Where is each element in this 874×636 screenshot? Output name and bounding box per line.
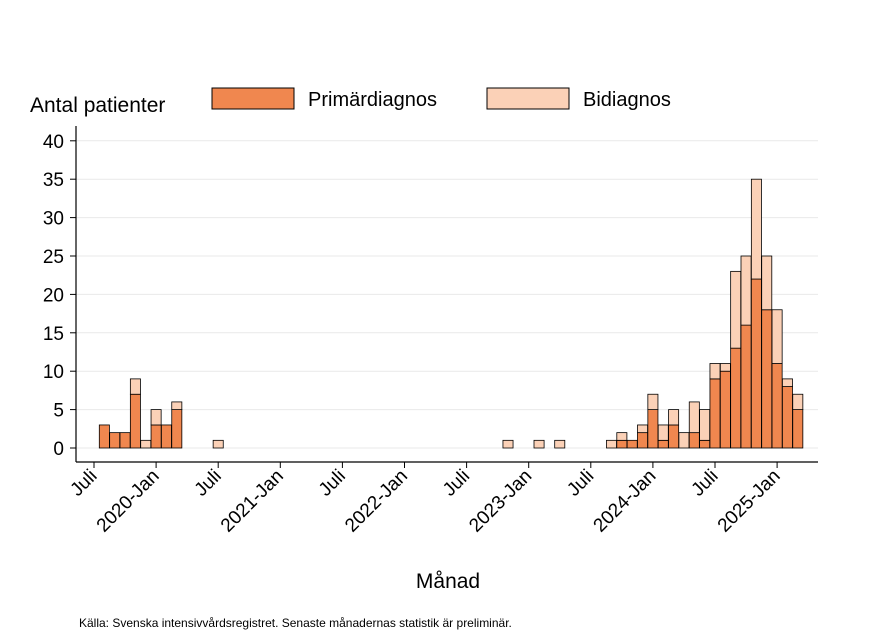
bar-primardiagnos — [647, 409, 659, 449]
bar-bidiagnos — [730, 270, 742, 349]
gridlines — [76, 140, 818, 449]
bar-primardiagnos — [119, 432, 131, 449]
x-tick-label: Juli — [439, 466, 474, 501]
y-tick-label: 30 — [43, 209, 64, 230]
bar-bidiagnos — [782, 378, 793, 387]
y-tick-label: 10 — [43, 362, 64, 383]
bar-primardiagnos — [626, 439, 638, 449]
x-tick-label: Juli — [191, 466, 226, 501]
bar-bidiagnos — [709, 363, 721, 380]
bar-primardiagnos — [761, 309, 773, 449]
x-tick-label: 2020-Jan — [93, 466, 164, 537]
bar-bidiagnos — [150, 409, 162, 426]
x-tick-label: Juli — [315, 466, 350, 501]
y-tick-label: 20 — [43, 285, 64, 306]
bar-bidiagnos — [668, 409, 680, 426]
bar-bidiagnos — [647, 393, 659, 410]
x-tick-label: 2023-Jan — [465, 466, 536, 537]
y-tick-label: 40 — [43, 132, 64, 153]
bar-bidiagnos — [171, 401, 183, 411]
y-tick-label: 25 — [43, 247, 64, 268]
bar-bidiagnos — [616, 432, 628, 441]
bar-bidiagnos — [750, 178, 762, 280]
bar-bidiagnos — [792, 393, 804, 410]
bar-primardiagnos — [719, 370, 731, 449]
bar-bidiagnos — [606, 439, 617, 449]
bar-primardiagnos — [750, 278, 762, 449]
bar-bidiagnos — [657, 424, 669, 441]
y-tick-label: 5 — [53, 401, 64, 422]
x-tick-label: Juli — [688, 466, 723, 501]
y-tick-label: 35 — [43, 170, 64, 191]
x-tick-label: 2022-Jan — [341, 466, 412, 537]
bar-primardiagnos — [616, 439, 628, 449]
bar-primardiagnos — [782, 386, 793, 449]
bar-primardiagnos — [637, 432, 649, 449]
y-tick-label: 15 — [43, 324, 64, 345]
bar-bidiagnos — [140, 439, 152, 449]
bar-bidiagnos — [719, 363, 731, 372]
bar-bidiagnos — [678, 432, 690, 449]
bar-bidiagnos — [533, 439, 545, 449]
bar-primardiagnos — [740, 324, 752, 449]
bar-bidiagnos — [761, 255, 773, 311]
bar-primardiagnos — [709, 378, 721, 449]
bar-primardiagnos — [109, 432, 121, 449]
bar-primardiagnos — [98, 424, 110, 449]
legend: Primärdiagnos Bidiagnos — [211, 87, 671, 111]
legend-swatch — [211, 87, 295, 110]
bar-primardiagnos — [150, 424, 162, 449]
bar-bidiagnos — [129, 378, 141, 395]
y-tick-label: 0 — [53, 439, 64, 460]
bar-primardiagnos — [730, 347, 742, 449]
bar-bidiagnos — [637, 424, 649, 434]
x-tick-label: Juli — [563, 466, 598, 501]
bars — [98, 178, 804, 449]
bar-primardiagnos — [699, 439, 711, 449]
bar-bidiagnos — [554, 439, 566, 449]
bar-bidiagnos — [212, 439, 224, 449]
bar-bidiagnos — [688, 401, 700, 434]
bar-primardiagnos — [171, 409, 183, 449]
x-tick-label: Juli — [67, 466, 102, 501]
legend-label: Primärdiagnos — [308, 89, 437, 111]
bar-bidiagnos — [740, 255, 752, 326]
bar-primardiagnos — [771, 363, 783, 449]
bar-primardiagnos — [668, 424, 680, 449]
x-axis-label: Månad — [416, 570, 480, 593]
x-tick-label: 2024-Jan — [590, 466, 661, 537]
bar-primardiagnos — [657, 439, 669, 449]
bar-primardiagnos — [129, 393, 141, 449]
x-tick-label: 2021-Jan — [217, 466, 288, 537]
x-tick-label: 2025-Jan — [714, 466, 785, 537]
y-axis-label: Antal patienter — [30, 94, 165, 117]
bar-primardiagnos — [792, 409, 804, 449]
bar-primardiagnos — [688, 432, 700, 449]
legend-swatch — [486, 87, 570, 110]
bar-bidiagnos — [771, 309, 783, 364]
legend-label: Bidiagnos — [583, 89, 671, 111]
bar-bidiagnos — [699, 409, 711, 441]
source-note: Källa: Svenska intensivvårdsregistret. S… — [79, 616, 512, 630]
bar-bidiagnos — [502, 439, 514, 449]
bar-primardiagnos — [160, 424, 172, 449]
